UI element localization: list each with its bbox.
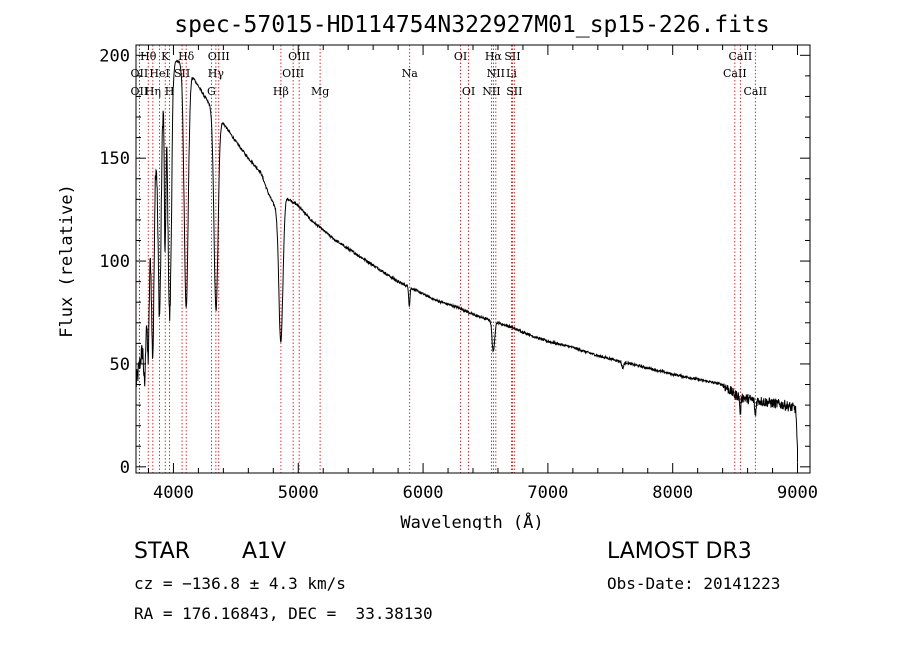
line-label-k: K xyxy=(161,50,170,63)
line-label-na: Na xyxy=(402,67,419,80)
y-tick-label: 0 xyxy=(120,458,130,478)
survey-name: LAMOST DR3 xyxy=(607,539,752,564)
x-tick-label: 8000 xyxy=(652,483,693,503)
object-subclass: A1V xyxy=(242,539,287,564)
line-label-g: G xyxy=(207,85,216,98)
y-tick-label: 150 xyxy=(99,149,130,169)
line-label-hα: Hα xyxy=(485,50,503,63)
line-label-hei: HeI xyxy=(149,67,169,80)
line-label-sii: SII xyxy=(504,50,520,63)
line-label-hθ: Hθ xyxy=(140,50,157,63)
plot-frame xyxy=(135,44,811,474)
y-tick-label: 50 xyxy=(110,355,130,375)
y-axis-label: Flux (relative) xyxy=(57,184,77,338)
line-label-hη: Hη xyxy=(145,85,161,98)
redshift-velocity: cz = −136.8 ± 4.3 km/s xyxy=(134,574,346,593)
line-label-oiii: OIII xyxy=(288,50,310,63)
line-label-oi: OI xyxy=(454,50,467,63)
line-label-nii: NII xyxy=(482,85,500,98)
line-label-li: Li xyxy=(506,67,517,80)
line-label-hβ: Hβ xyxy=(273,85,289,98)
line-label-caii: CaII xyxy=(729,50,753,63)
line-label-oiii: OIII xyxy=(208,50,230,63)
y-tick-label: 100 xyxy=(99,252,130,272)
line-label-hγ: Hγ xyxy=(208,67,225,80)
line-label-sii: SII xyxy=(174,67,190,80)
line-label-sii: SII xyxy=(506,85,522,98)
x-tick-label: 7000 xyxy=(527,483,568,503)
x-tick-label: 9000 xyxy=(777,483,818,503)
y-tick-label: 200 xyxy=(99,46,130,66)
axis-ticks xyxy=(136,45,810,473)
line-label-mg: Mg xyxy=(311,85,329,98)
line-label-hδ: Hδ xyxy=(178,50,195,63)
x-tick-label: 6000 xyxy=(403,483,444,503)
x-tick-label: 5000 xyxy=(278,483,319,503)
x-tick-label: 4000 xyxy=(153,483,194,503)
line-label-nii: NII xyxy=(487,67,505,80)
observation-date: Obs-Date: 20141223 xyxy=(607,574,781,593)
line-label-oiii: OIII xyxy=(282,67,304,80)
line-label-caii: CaII xyxy=(743,85,767,98)
line-label-caii: CaII xyxy=(723,67,747,80)
x-axis-label: Wavelength (Å) xyxy=(400,511,543,530)
line-label-oii: OII xyxy=(131,85,149,98)
line-label-h: H xyxy=(165,85,175,98)
emission-line-markers xyxy=(138,45,756,473)
object-class: STAR xyxy=(134,539,191,564)
line-label-oii: OII xyxy=(131,67,149,80)
spectrum-trace xyxy=(135,59,798,463)
line-label-oi: OI xyxy=(462,85,475,98)
sky-coordinates: RA = 176.16843, DEC = 33.38130 xyxy=(134,604,433,623)
axis-tick-labels: 4000 5000 6000 7000 8000 9000 0 50 100 150 200 xyxy=(99,46,818,503)
chart-title: spec-57015-HD114754N322927M01_sp15-226.f… xyxy=(174,12,769,38)
